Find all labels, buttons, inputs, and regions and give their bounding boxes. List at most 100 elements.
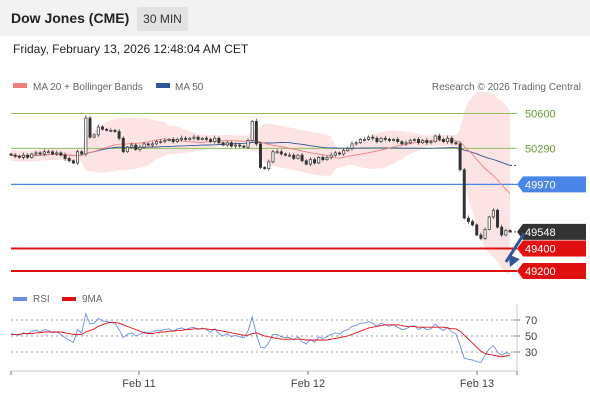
candle: [375, 136, 379, 144]
pivot-label: 49970: [525, 179, 556, 191]
candle: [338, 151, 341, 156]
candle: [59, 151, 63, 157]
candle-body: [304, 160, 308, 165]
candle-body: [288, 154, 292, 157]
candle-body: [421, 140, 425, 144]
candle-body: [246, 140, 250, 148]
candle: [491, 208, 495, 219]
candle: [342, 148, 346, 156]
candle-body: [387, 139, 391, 141]
candle-body: [342, 150, 346, 155]
candle-body: [38, 152, 42, 155]
candle-body: [321, 157, 325, 160]
candle: [263, 166, 267, 170]
timeframe-badge[interactable]: 30 MIN: [137, 7, 188, 31]
support-1-label: 49400: [525, 244, 556, 256]
support-2-label-tag: [517, 263, 586, 279]
rsi-lines: [10, 312, 511, 363]
candle-body: [46, 151, 50, 154]
candle-body: [13, 154, 17, 157]
candle: [188, 136, 192, 141]
candle-body: [338, 152, 341, 155]
resistance-2-label: 50290: [525, 143, 556, 155]
candlesticks: [9, 115, 512, 241]
candle: [292, 153, 296, 161]
candle-body: [263, 167, 267, 169]
candle: [196, 135, 200, 141]
candle: [109, 128, 113, 133]
candle: [121, 136, 125, 154]
candle: [362, 137, 366, 142]
rsi-line: [10, 312, 511, 363]
candle-body: [433, 135, 437, 142]
candle-body: [496, 209, 500, 228]
candle-body: [167, 139, 171, 141]
candle: [367, 135, 371, 141]
candle-body: [155, 141, 159, 145]
candle: [175, 137, 179, 144]
candle-body: [479, 234, 483, 239]
rsi-ma-legend-swatch: [62, 297, 76, 301]
candle: [396, 137, 400, 144]
candle-body: [333, 152, 337, 156]
candle-body: [234, 144, 238, 147]
candle: [17, 154, 21, 159]
candle-body: [30, 153, 34, 158]
candle: [76, 149, 80, 165]
candle: [354, 140, 358, 146]
candle-body: [21, 154, 25, 158]
candle-body: [462, 169, 466, 219]
candle-body: [362, 139, 366, 141]
candle: [229, 141, 233, 148]
candle: [46, 149, 50, 154]
candle-body: [71, 160, 75, 164]
candle: [346, 146, 350, 153]
candle: [234, 142, 238, 149]
rsi-tick-label: 50: [525, 331, 537, 343]
candle: [483, 227, 487, 240]
candle-body: [325, 157, 329, 160]
candle-body: [113, 130, 117, 132]
candle: [38, 151, 42, 156]
candle-body: [292, 154, 296, 159]
candle: [466, 215, 470, 224]
candle-body: [138, 146, 142, 150]
candle: [433, 134, 437, 143]
candle: [267, 159, 271, 171]
candle: [321, 155, 325, 162]
candle-body: [100, 126, 104, 130]
candle-body: [125, 146, 129, 153]
candle: [475, 223, 479, 237]
current-price-label-tag: [517, 223, 586, 240]
candle: [209, 137, 213, 143]
candle: [84, 115, 88, 157]
candle-body: [55, 152, 59, 155]
candle: [504, 228, 508, 237]
rsi-ma-legend-label: 9MA: [82, 294, 103, 305]
candle: [113, 128, 117, 133]
candle-body: [221, 142, 225, 146]
candle-body: [96, 126, 100, 136]
trend-arrow-icon: [504, 233, 526, 267]
pivot-label-tag: [517, 176, 586, 193]
rsi-tick-label: 30: [525, 347, 537, 359]
candle-body: [105, 128, 109, 131]
candle: [379, 136, 383, 143]
candle: [88, 115, 92, 139]
candle-body: [26, 154, 30, 158]
x-tick-label: Feb 13: [460, 378, 494, 390]
candle: [300, 152, 304, 163]
candle-body: [329, 154, 333, 158]
candle: [138, 144, 142, 152]
candle: [437, 133, 441, 142]
candle: [250, 119, 254, 142]
candle-body: [130, 144, 134, 148]
candle-body: [425, 140, 429, 144]
candle-body: [51, 151, 55, 155]
rsi-ma-line: [11, 321, 511, 358]
candle-body: [454, 142, 458, 145]
candle: [63, 152, 67, 161]
rsi-legend-swatch: [13, 297, 27, 301]
candle-body: [163, 140, 167, 142]
candle: [317, 156, 321, 165]
